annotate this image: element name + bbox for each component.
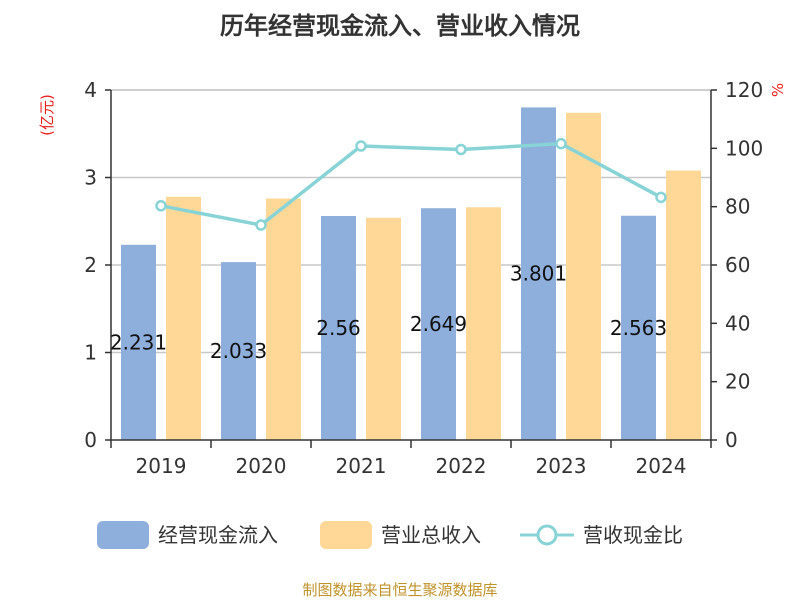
point-cash-ratio [255,219,267,231]
legend-label-cash-inflow: 经营现金流入 [158,523,278,547]
right-tick-label: 80 [725,195,750,219]
legend-item-cash-ratio[interactable]: 营收现金比 [520,523,683,547]
ratio-line [155,137,667,231]
point-cash-ratio [355,140,367,152]
bar-revenue [266,198,301,440]
data-label-cash-inflow: 2.56 [316,316,361,340]
left-tick-label: 1 [84,341,97,365]
x-tick-label: 2023 [536,454,587,478]
right-tick-label: 100 [725,136,763,160]
source-note: 制图数据来自恒生聚源数据库 [302,581,497,599]
bar-revenue [466,207,501,440]
data-labels: 2.231 2.033 2.56 2.649 3.801 2.563 [110,262,667,363]
right-tick-label: 60 [725,253,750,277]
point-cash-ratio [455,143,467,156]
legend-swatch-revenue [320,521,372,549]
left-axis-unit: (亿元) [38,94,56,136]
bar-cash-inflow [121,244,156,440]
bars [121,107,701,440]
bar-revenue [666,170,701,440]
point-cash-ratio [555,137,567,150]
right-tick-label: 0 [725,428,738,452]
x-tick-label: 2024 [636,454,687,478]
bar-revenue [566,112,601,440]
gridlines [111,89,711,354]
data-label-cash-inflow: 2.033 [210,339,267,363]
right-tick-label: 40 [725,311,750,335]
x-tick-label: 2020 [236,454,287,478]
data-label-cash-inflow: 2.649 [410,312,467,336]
bar-cash-inflow [621,215,656,440]
right-axis-unit: % [769,83,787,97]
x-tick-label: 2019 [136,454,187,478]
legend-item-revenue[interactable]: 营业总收入 [320,521,481,549]
legend-label-cash-ratio: 营收现金比 [583,523,683,547]
right-tick-label: 20 [725,370,750,394]
bar-cash-inflow [521,107,556,440]
data-label-cash-inflow: 3.801 [510,262,567,286]
bar-cash-inflow [421,208,456,440]
bar-revenue [366,217,401,440]
legend-label-revenue: 营业总收入 [381,523,481,547]
legend: 经营现金流入 营业总收入 营收现金比 [97,521,683,549]
left-tick-label: 2 [84,253,97,277]
left-tick-label: 0 [84,428,97,452]
left-tick-label: 4 [84,78,97,102]
x-tick-label: 2021 [336,454,387,478]
legend-marker-cash-ratio [536,524,558,546]
legend-swatch-cash-inflow [97,521,149,549]
line-cash-ratio [160,141,662,227]
data-label-cash-inflow: 2.231 [110,330,167,354]
bar-revenue [166,196,201,440]
bar-cash-inflow [321,216,356,440]
right-tick-label: 120 [725,78,763,102]
right-axis-ticks: 0 20 40 60 80 100 120 [711,78,763,452]
data-label-cash-inflow: 2.563 [610,316,667,340]
x-tick-label: 2022 [436,454,487,478]
point-cash-ratio [655,191,667,204]
left-axis-ticks: 0 1 2 3 4 [84,78,111,452]
point-cash-ratio [155,200,167,212]
chart-title: 历年经营现金流入、营业收入情况 [220,12,580,40]
bar-cash-inflow [221,262,256,440]
x-axis-ticks: 2019 2020 2021 2022 2023 2024 [110,440,712,478]
left-tick-label: 3 [84,166,97,190]
legend-item-cash-inflow[interactable]: 经营现金流入 [97,521,278,549]
